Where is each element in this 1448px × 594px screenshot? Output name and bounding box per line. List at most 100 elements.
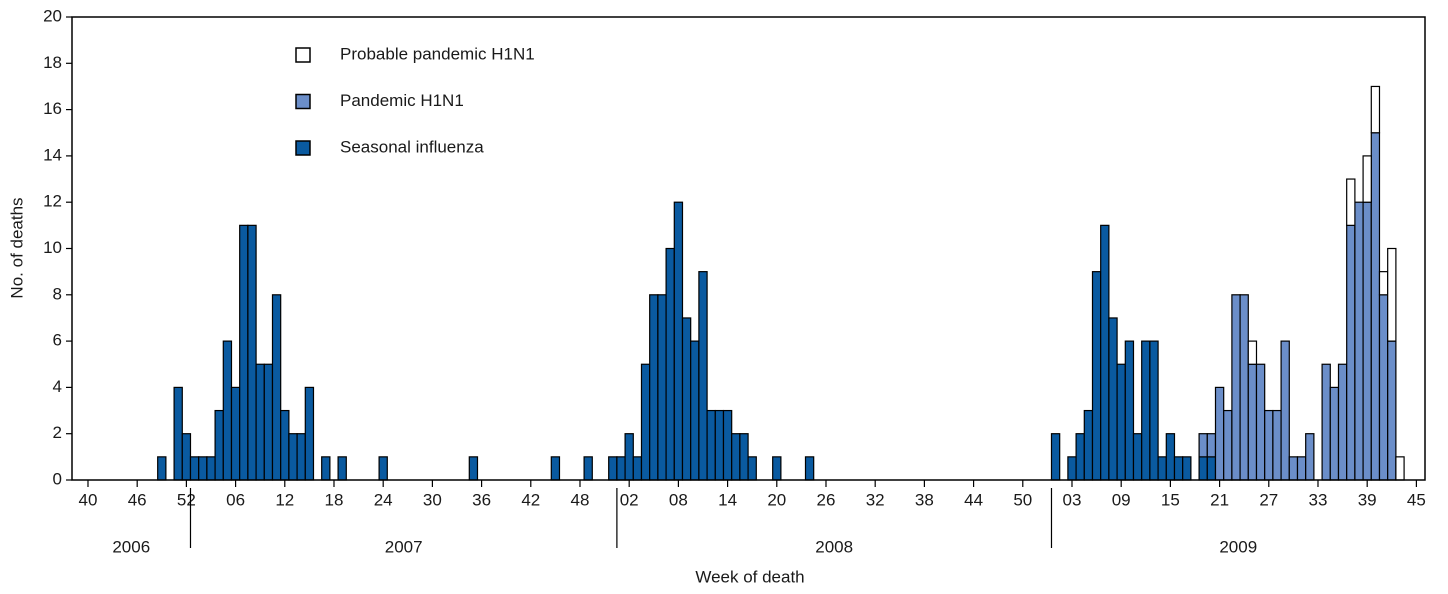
y-tick-label: 8: [53, 284, 62, 303]
bar: [1387, 340, 1397, 481]
bar: [255, 363, 265, 481]
bar: [1214, 386, 1225, 481]
bar: [1239, 294, 1249, 481]
bar: [1124, 340, 1135, 481]
legend-swatch: [295, 140, 311, 156]
bar: [1067, 456, 1077, 481]
bar: [230, 386, 241, 481]
bar: [673, 201, 684, 481]
bar: [657, 294, 667, 481]
bar: [378, 456, 388, 481]
bar: [1198, 456, 1208, 481]
bar: [698, 271, 708, 481]
bar: [1305, 433, 1315, 481]
bar: [722, 409, 733, 481]
bar: [690, 340, 700, 481]
bar: [649, 294, 659, 481]
bar: [1223, 409, 1233, 481]
bar: [739, 433, 749, 481]
x-tick-label: 44: [964, 490, 983, 509]
legend-label: Probable pandemic H1N1: [340, 44, 535, 63]
bar: [1157, 456, 1167, 481]
y-tick-label: 4: [53, 377, 62, 396]
bar: [616, 456, 626, 481]
bar: [1206, 433, 1217, 458]
plot-frame: [71, 16, 1426, 481]
bar: [1370, 85, 1381, 134]
bar: [731, 433, 741, 481]
y-tick-label: 16: [43, 99, 62, 118]
bar: [304, 386, 315, 481]
bar: [1247, 363, 1258, 481]
bar: [247, 224, 257, 481]
x-tick-label: 27: [1259, 490, 1278, 509]
bar: [1378, 271, 1389, 296]
bar: [804, 456, 815, 481]
bar: [198, 456, 208, 481]
bar: [1108, 317, 1118, 481]
bar: [181, 433, 192, 481]
bar: [1100, 224, 1110, 481]
bar: [1264, 409, 1274, 481]
bar: [1362, 201, 1372, 481]
bar: [550, 456, 561, 481]
bar: [1116, 363, 1126, 481]
x-tick-label: 02: [620, 490, 639, 509]
bar: [1132, 433, 1143, 481]
bar: [640, 363, 651, 481]
x-tick-label: 06: [226, 490, 245, 509]
bar: [321, 456, 331, 481]
bar: [1387, 247, 1397, 342]
bar: [263, 363, 274, 481]
bar: [1346, 224, 1356, 481]
bar: [1288, 456, 1299, 481]
x-tick-label: 32: [866, 490, 885, 509]
x-tick-label: 26: [817, 490, 836, 509]
x-tick-label: 03: [1063, 490, 1082, 509]
y-tick-label: 2: [53, 423, 62, 442]
bar: [1231, 294, 1241, 481]
bar: [239, 224, 249, 481]
bar: [632, 456, 643, 481]
bar: [1149, 340, 1159, 481]
bar: [1378, 294, 1389, 481]
x-tick-label: 14: [718, 490, 737, 509]
x-tick-label: 09: [1112, 490, 1131, 509]
bar: [189, 456, 200, 481]
bar: [288, 433, 298, 481]
x-tick-label: 50: [1013, 490, 1032, 509]
x-tick-label: 45: [1407, 490, 1426, 509]
year-label: 2006: [112, 537, 150, 556]
x-tick-label: 38: [915, 490, 934, 509]
bar: [1247, 340, 1258, 365]
bar: [681, 317, 692, 481]
bar: [747, 456, 757, 481]
y-tick-label: 0: [53, 469, 62, 488]
bar: [222, 340, 233, 481]
x-tick-label: 08: [669, 490, 688, 509]
bar: [1296, 456, 1307, 481]
bar: [1337, 363, 1348, 481]
bar: [1362, 155, 1372, 203]
bar: [337, 456, 347, 481]
bar: [1182, 456, 1192, 481]
year-label: 2008: [815, 537, 853, 556]
x-tick-label: 46: [128, 490, 147, 509]
x-tick-label: 40: [79, 490, 98, 509]
bar: [1083, 409, 1094, 481]
bar: [1346, 178, 1356, 226]
x-tick-label: 42: [521, 490, 540, 509]
legend-swatch: [295, 47, 311, 63]
bar: [157, 456, 167, 481]
x-tick-label: 39: [1358, 490, 1377, 509]
bar: [706, 409, 716, 481]
bar: [1370, 132, 1381, 481]
bar: [1075, 433, 1085, 481]
bar: [271, 294, 282, 481]
bar: [772, 456, 782, 481]
bar: [1354, 201, 1364, 481]
bar: [296, 433, 306, 481]
bar: [173, 386, 183, 481]
x-tick-label: 12: [275, 490, 294, 509]
